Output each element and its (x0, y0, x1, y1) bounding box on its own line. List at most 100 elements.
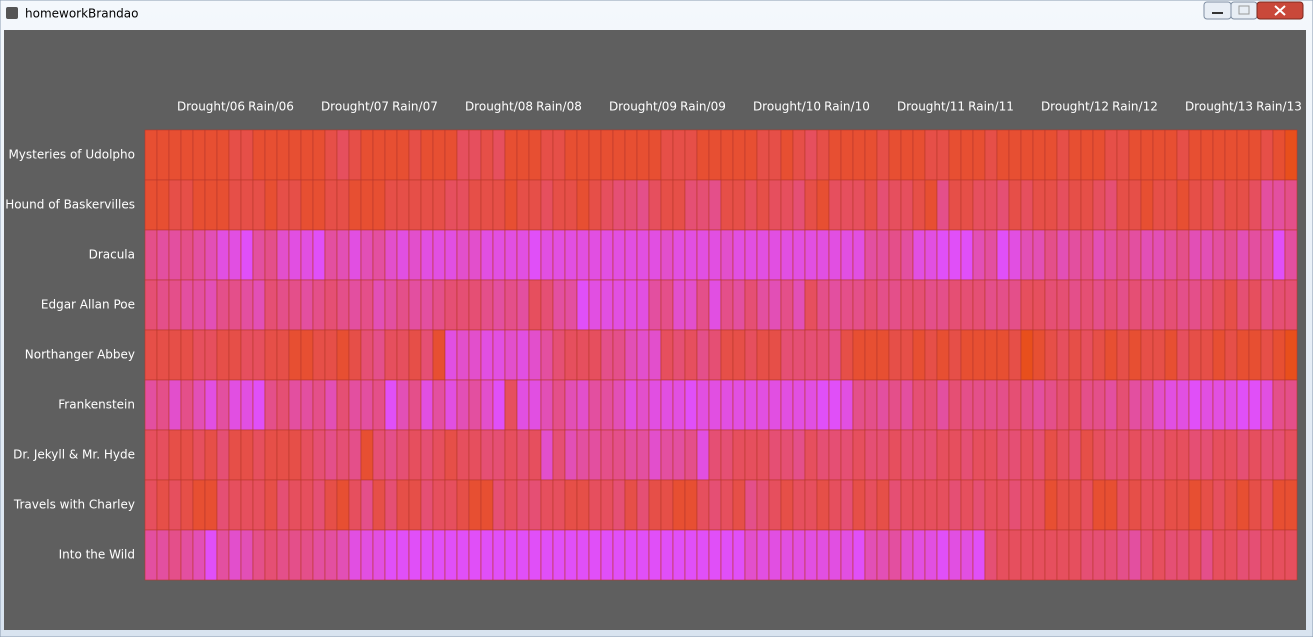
heat-cell (288, 179, 302, 231)
heat-cell (816, 179, 830, 231)
heat-cell (528, 479, 542, 531)
heat-cell (792, 379, 806, 431)
heat-cell (864, 229, 878, 281)
heat-cell (768, 329, 782, 381)
heat-cell (1188, 329, 1202, 381)
heat-cell (348, 279, 362, 331)
heat-cell (696, 179, 710, 231)
heat-cell (1020, 479, 1034, 531)
heat-cell (744, 229, 758, 281)
heat-cell (828, 179, 842, 231)
heat-cell (672, 279, 686, 331)
heat-cell (156, 179, 170, 231)
heat-cell (204, 229, 218, 281)
heat-cell (960, 429, 974, 481)
heat-cell (840, 529, 854, 581)
heat-cell (360, 279, 374, 331)
heat-cell (168, 129, 182, 181)
heat-cell (324, 329, 338, 381)
heat-cell (1008, 479, 1022, 531)
heat-cell (552, 179, 566, 231)
heat-cell (324, 129, 338, 181)
heat-cell (900, 429, 914, 481)
heat-cell (300, 179, 314, 231)
heat-cell (1284, 429, 1298, 481)
heat-cell (384, 129, 398, 181)
heat-cell (876, 529, 890, 581)
heat-cell (348, 329, 362, 381)
heat-cell (876, 129, 890, 181)
heat-cell (396, 479, 410, 531)
heat-cell (456, 479, 470, 531)
heat-cell (372, 279, 386, 331)
heat-cell (1020, 129, 1034, 181)
heat-cell (396, 279, 410, 331)
heat-cell (732, 229, 746, 281)
heat-cell (852, 229, 866, 281)
heat-cell (780, 529, 794, 581)
heat-cell (1020, 429, 1034, 481)
heat-cell (840, 229, 854, 281)
heat-cell (1116, 179, 1130, 231)
heat-cell (972, 379, 986, 431)
heat-cell (300, 229, 314, 281)
heat-cell (852, 179, 866, 231)
heat-cell (720, 429, 734, 481)
heat-cell (1200, 179, 1214, 231)
heat-cell (204, 179, 218, 231)
heat-cell (1140, 479, 1154, 531)
heat-cell (948, 329, 962, 381)
heat-cell (396, 129, 410, 181)
minimize-button[interactable] (1203, 1, 1232, 20)
heat-cell (588, 329, 602, 381)
heat-cell (828, 479, 842, 531)
heat-cell (600, 279, 614, 331)
heat-cell (960, 229, 974, 281)
heat-cell (1116, 279, 1130, 331)
heat-cell (1104, 229, 1118, 281)
heat-cell (696, 529, 710, 581)
heat-cell (1116, 379, 1130, 431)
heat-cell (972, 179, 986, 231)
heat-cell (672, 529, 686, 581)
heat-cell (900, 279, 914, 331)
heat-cell (792, 479, 806, 531)
heat-cell (624, 279, 638, 331)
heat-cell (624, 529, 638, 581)
maximize-button[interactable] (1230, 1, 1258, 20)
heat-cell (1248, 529, 1262, 581)
heat-cell (168, 179, 182, 231)
heat-cell (1272, 229, 1286, 281)
heat-cell (1128, 179, 1142, 231)
column-label: Rain/08 (536, 100, 582, 114)
heat-cell (672, 179, 686, 231)
heat-cell (588, 479, 602, 531)
heat-cell (1212, 229, 1226, 281)
heat-cell (168, 329, 182, 381)
heat-cell (1248, 429, 1262, 481)
heat-cell (384, 329, 398, 381)
heat-cell (828, 529, 842, 581)
heat-cell (336, 429, 350, 481)
heat-cell (324, 279, 338, 331)
heat-cell (384, 179, 398, 231)
heat-cell (1008, 429, 1022, 481)
heat-cell (1188, 279, 1202, 331)
heat-cell (564, 379, 578, 431)
column-label: Rain/12 (1112, 100, 1158, 114)
heat-cell (972, 529, 986, 581)
heat-cell (540, 179, 554, 231)
heat-cell (1164, 229, 1178, 281)
heat-cell (1104, 129, 1118, 181)
heat-cell (888, 229, 902, 281)
heat-cell (228, 429, 242, 481)
heat-cell (444, 329, 458, 381)
heat-cell (1272, 479, 1286, 531)
heat-cell (144, 279, 158, 331)
heat-cell (972, 479, 986, 531)
heat-cell (216, 429, 230, 481)
heat-cell (744, 429, 758, 481)
heat-cell (276, 229, 290, 281)
heat-cell (288, 529, 302, 581)
heat-cell (720, 279, 734, 331)
